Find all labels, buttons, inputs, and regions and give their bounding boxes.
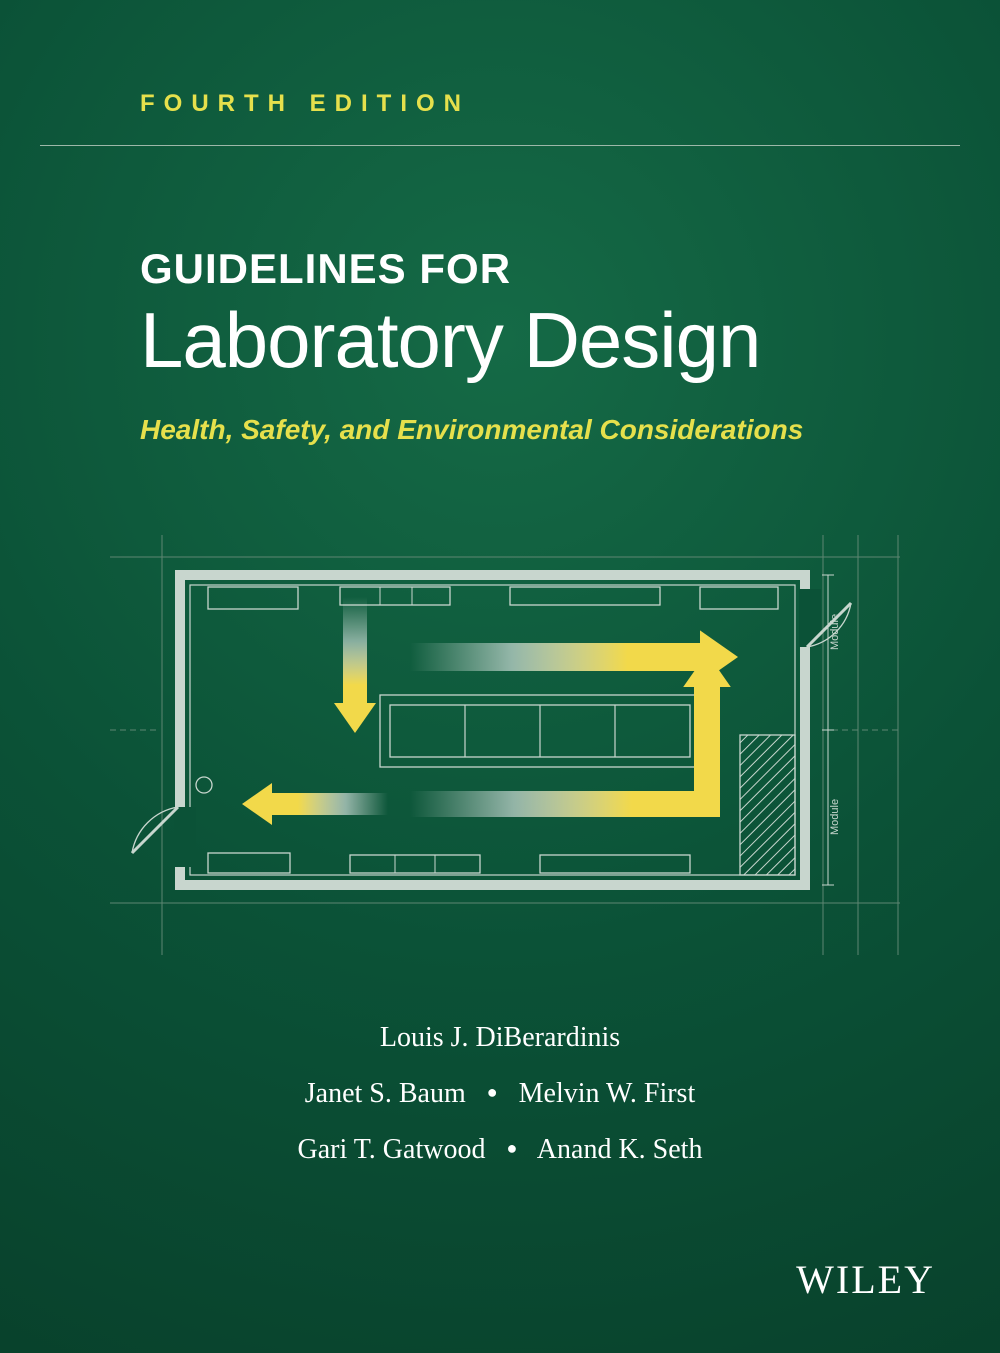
floorplan-diagram: Module Module bbox=[110, 535, 900, 955]
book-cover: FOURTH EDITION GUIDELINES FOR Laboratory… bbox=[0, 0, 1000, 1353]
author-name: Louis J. DiBerardinis bbox=[380, 1022, 620, 1053]
bullet-icon: ● bbox=[506, 1138, 517, 1158]
title-overline: GUIDELINES FOR bbox=[140, 245, 920, 293]
author-line-2: Janet S. Baum ● Melvin W. First bbox=[0, 1066, 1000, 1122]
author-name: Gari T. Gatwood bbox=[298, 1134, 486, 1165]
author-line-1: Louis J. DiBerardinis bbox=[0, 1010, 1000, 1066]
author-name: Melvin W. First bbox=[519, 1078, 696, 1109]
svg-text:Module: Module bbox=[829, 799, 841, 835]
horizontal-rule bbox=[40, 145, 960, 146]
title-main: Laboratory Design bbox=[140, 295, 920, 386]
subtitle: Health, Safety, and Environmental Consid… bbox=[140, 414, 920, 446]
authors-block: Louis J. DiBerardinis Janet S. Baum ● Me… bbox=[0, 1010, 1000, 1178]
author-name: Anand K. Seth bbox=[537, 1134, 703, 1165]
svg-text:Module: Module bbox=[829, 614, 841, 650]
bullet-icon: ● bbox=[487, 1082, 498, 1102]
publisher-logo: WILEY bbox=[796, 1256, 935, 1303]
edition-label: FOURTH EDITION bbox=[140, 90, 470, 118]
title-block: GUIDELINES FOR Laboratory Design Health,… bbox=[140, 245, 920, 446]
author-name: Janet S. Baum bbox=[305, 1078, 466, 1109]
author-line-3: Gari T. Gatwood ● Anand K. Seth bbox=[0, 1122, 1000, 1178]
